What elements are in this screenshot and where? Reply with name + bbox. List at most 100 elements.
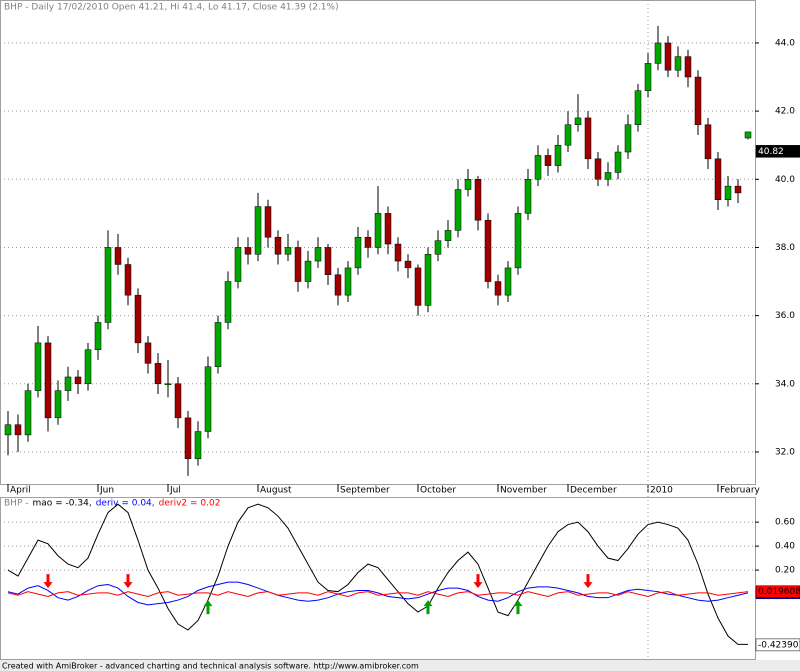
candle-body xyxy=(674,56,682,71)
candle-body xyxy=(324,247,332,275)
value-marker xyxy=(755,585,800,598)
candle-body xyxy=(344,267,352,296)
y-tick-label: 34.0 xyxy=(775,379,795,389)
y-tick-label: 44.0 xyxy=(775,38,795,48)
candle-body xyxy=(394,243,402,262)
candle-body xyxy=(334,274,342,296)
legend-entry: mao = -0.34, xyxy=(32,499,91,509)
buy-arrow xyxy=(513,600,523,615)
candle-body xyxy=(604,172,612,180)
candle-body xyxy=(524,179,532,214)
candle-body xyxy=(44,342,52,419)
candle-body xyxy=(654,42,662,64)
sell-arrow xyxy=(473,574,483,589)
candle-body xyxy=(504,267,512,296)
candle-body xyxy=(214,322,222,367)
candle-body xyxy=(484,219,492,282)
value-marker xyxy=(755,145,800,158)
value-marker xyxy=(755,638,800,652)
candle-body xyxy=(304,260,312,282)
candle-body xyxy=(264,206,272,238)
series-line xyxy=(7,591,749,597)
y-tick-label: 38.0 xyxy=(775,243,795,253)
candle-body xyxy=(174,383,182,419)
series-line xyxy=(7,581,749,606)
y-tick-label: 32.0 xyxy=(775,447,795,457)
candle-body xyxy=(54,390,62,419)
x-tick-label: February xyxy=(720,486,761,496)
candle-body xyxy=(384,213,392,245)
candle-body xyxy=(694,76,702,125)
candle-body xyxy=(464,179,472,190)
candle-body xyxy=(224,281,232,323)
y-tick-label: 42.0 xyxy=(775,107,795,117)
candle-body xyxy=(24,390,32,436)
y-tick-label: 0.20 xyxy=(775,566,795,576)
y-tick-label: 0.40 xyxy=(775,542,795,552)
candle-body xyxy=(134,294,142,344)
buy-arrow xyxy=(423,600,433,615)
y-tick-label: 36.0 xyxy=(775,311,795,321)
y-tick-label: 0.60 xyxy=(775,518,795,528)
candle-body xyxy=(14,424,22,436)
candle-body xyxy=(164,383,172,386)
candle-body xyxy=(204,366,212,432)
x-tick-label: September xyxy=(340,486,390,496)
candle-body xyxy=(144,342,152,364)
legend-entry: deriv2 = 0.02 xyxy=(159,499,221,509)
candle-body xyxy=(84,349,92,385)
sell-arrow xyxy=(43,574,53,589)
candle-body xyxy=(514,213,522,269)
candle-body xyxy=(734,185,742,194)
sell-arrow xyxy=(123,574,133,589)
indicator-pane xyxy=(0,497,756,660)
candle-body xyxy=(434,240,442,255)
candle-body xyxy=(574,117,582,125)
candle-body xyxy=(254,206,262,255)
x-tick-label: Jul xyxy=(169,486,181,496)
candle-body xyxy=(194,431,202,460)
candle-body xyxy=(724,185,732,200)
x-tick-label: Jun xyxy=(99,486,114,496)
candle-body xyxy=(244,247,252,255)
candle-body xyxy=(284,247,292,255)
buy-arrow xyxy=(203,600,213,615)
candle-body xyxy=(294,247,302,282)
candle-body xyxy=(714,158,722,200)
candle-body xyxy=(34,342,42,391)
x-tick-label: November xyxy=(500,486,547,496)
candle-body xyxy=(444,230,452,241)
candle-body xyxy=(644,63,652,91)
candle-body xyxy=(364,236,372,248)
candle-body xyxy=(104,247,112,323)
value-marker-label: 40.82 xyxy=(758,147,784,157)
candle-body xyxy=(404,260,412,269)
x-tick-label: 2010 xyxy=(650,486,673,496)
y-tick-label: 40.0 xyxy=(775,175,795,185)
sell-arrow xyxy=(583,574,593,589)
candle-body xyxy=(684,56,692,78)
candle-body xyxy=(74,376,82,385)
legend-title: BHP - xyxy=(4,499,28,509)
candle-body xyxy=(64,376,72,391)
candle-body xyxy=(454,189,462,231)
candle-body xyxy=(564,124,572,146)
candle-body xyxy=(424,254,432,306)
candle-body xyxy=(124,264,132,296)
candle-body xyxy=(414,267,422,306)
candle-body xyxy=(664,42,672,71)
candle-body xyxy=(374,213,382,248)
x-tick-label: December xyxy=(570,486,617,496)
value-marker-label: -0.423901 xyxy=(758,640,800,650)
candle-body xyxy=(154,363,162,385)
x-tick-label: October xyxy=(420,486,456,496)
price-pane xyxy=(0,0,756,485)
candle-body xyxy=(634,90,642,125)
candle-body xyxy=(624,124,632,153)
candle-body xyxy=(584,117,592,160)
candle-body xyxy=(534,155,542,180)
footer-bar xyxy=(0,660,800,671)
candle-body xyxy=(4,424,12,436)
